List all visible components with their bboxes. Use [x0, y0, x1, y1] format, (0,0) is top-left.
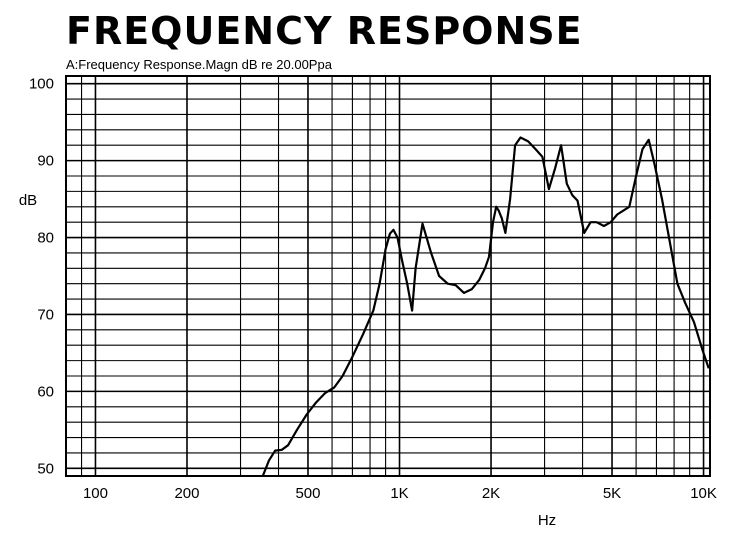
- response-curve-0: [261, 136, 710, 476]
- x-tick-label-2K: 2K: [482, 485, 500, 502]
- y-tick-label-90: 90: [37, 153, 54, 170]
- y-axis-label: dB: [19, 192, 37, 209]
- y-tick-labels: 50 60 70 80 90 100: [29, 76, 54, 478]
- minor-gridlines: [66, 76, 710, 476]
- y-tick-label-50: 50: [37, 460, 54, 477]
- y-tick-label-60: 60: [37, 383, 54, 400]
- x-tick-label-500: 500: [295, 485, 320, 502]
- x-tick-label-10K: 10K: [690, 485, 717, 502]
- chart-title: FREQUENCY RESPONSE: [66, 9, 583, 53]
- y-tick-label-80: 80: [37, 230, 54, 247]
- series-group: [261, 136, 710, 476]
- chart-subtitle: A:Frequency Response.Magn dB re 20.00Ppa: [66, 57, 332, 72]
- major-gridlines: [66, 76, 710, 476]
- y-tick-label-100: 100: [29, 76, 54, 93]
- y-tick-label-70: 70: [37, 306, 54, 323]
- x-axis-label: Hz: [538, 512, 556, 529]
- x-tick-label-100: 100: [83, 485, 108, 502]
- plot-frame: [65, 75, 711, 477]
- x-tick-labels: 100 200 500 1K 2K 5K 10K: [83, 485, 717, 502]
- x-tick-label-1K: 1K: [390, 485, 408, 502]
- x-tick-label-5K: 5K: [603, 485, 621, 502]
- x-tick-label-200: 200: [174, 485, 199, 502]
